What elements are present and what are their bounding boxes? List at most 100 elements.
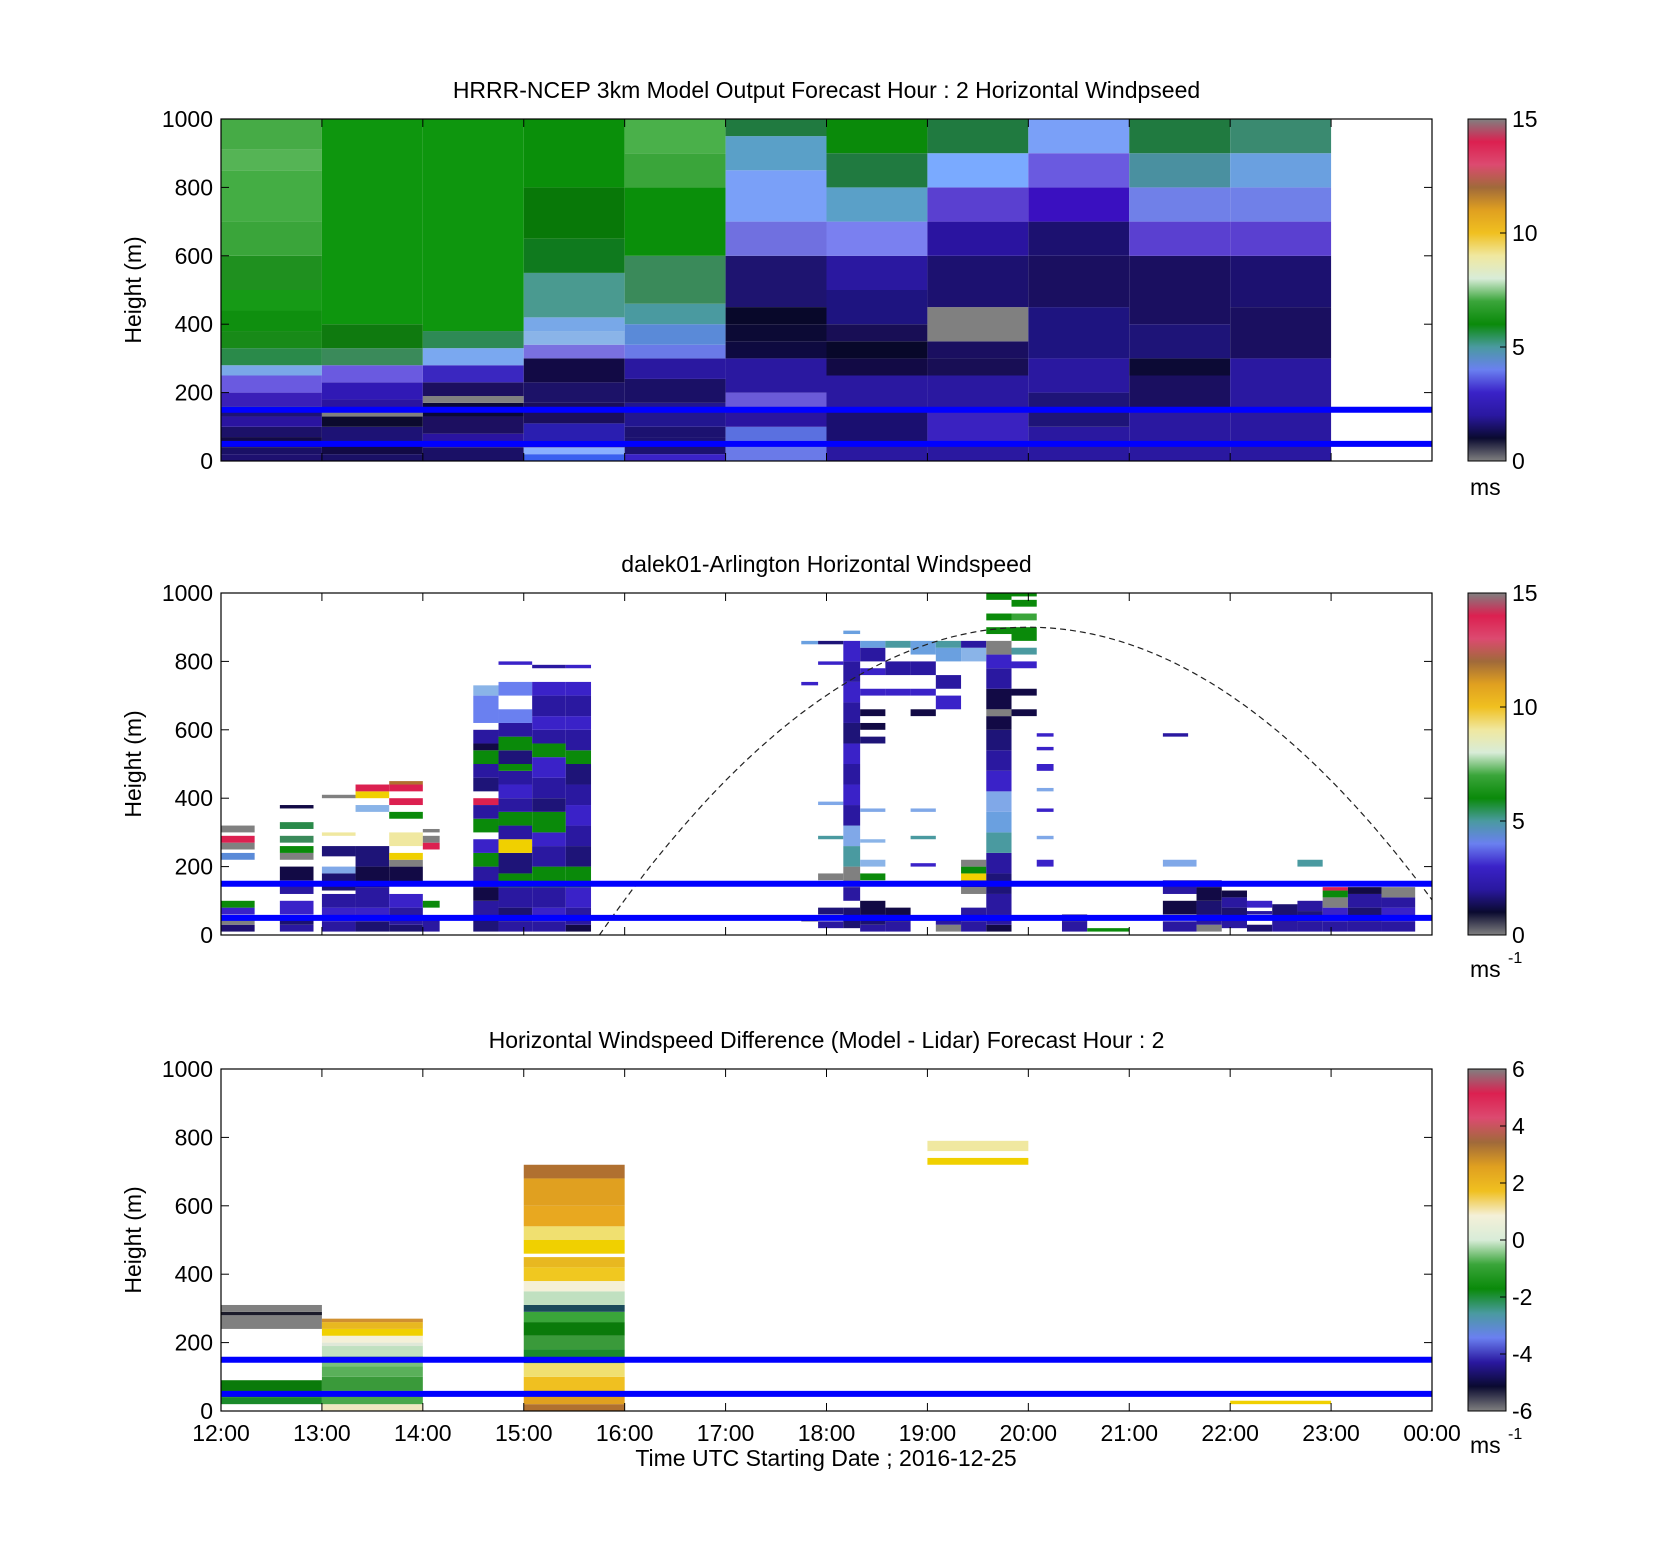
heatmap-cell <box>843 681 861 703</box>
heatmap-cell <box>473 685 499 696</box>
heatmap-cell <box>523 1205 625 1227</box>
panel-title: dalek01-Arlington Horizontal Windspeed <box>621 551 1031 577</box>
heatmap-cell <box>422 348 524 366</box>
heatmap-cell <box>532 832 566 847</box>
x-tick-label: 18:00 <box>798 1420 856 1446</box>
heatmap-cell <box>221 119 322 150</box>
heatmap-cell <box>523 1267 625 1282</box>
heatmap-cell <box>221 835 255 843</box>
heatmap-cell <box>221 900 255 908</box>
heatmap-cell <box>1322 887 1348 891</box>
heatmap-cell <box>927 307 1029 342</box>
heatmap-cell <box>1028 221 1130 256</box>
heatmap-cell <box>321 921 356 932</box>
heatmap-cell <box>523 1363 625 1377</box>
heatmap-cell <box>498 661 533 665</box>
y-tick-label: 600 <box>175 243 213 269</box>
heatmap-cell <box>532 921 566 932</box>
heatmap-cell <box>624 426 726 438</box>
heatmap-cell <box>389 924 423 932</box>
heatmap-cell <box>860 709 886 717</box>
heatmap-cell <box>422 331 524 349</box>
panel-title: Horizontal Windspeed Difference (Model -… <box>489 1027 1165 1053</box>
heatmap-cell <box>279 917 314 925</box>
y-tick-label: 800 <box>175 174 213 200</box>
heatmap-cell <box>422 842 440 850</box>
heatmap-cell <box>523 344 625 359</box>
heatmap-cell <box>624 187 726 256</box>
heatmap-cell <box>523 1322 625 1336</box>
heatmap-cell <box>826 290 928 325</box>
heatmap-cell <box>523 331 625 345</box>
heatmap-cell <box>221 924 255 932</box>
heatmap-cell <box>986 654 1012 669</box>
heatmap-cell <box>422 917 440 932</box>
heatmap-cell <box>885 640 911 648</box>
heatmap-cell <box>818 835 844 840</box>
heatmap-cell <box>1129 443 1231 461</box>
y-tick-label: 400 <box>175 785 213 811</box>
heatmap-cell <box>910 661 936 676</box>
heatmap-cell <box>843 805 861 826</box>
heatmap-cell <box>523 447 625 455</box>
heatmap-cell <box>221 426 322 438</box>
heatmap-cell <box>910 688 936 696</box>
colorbar-tick-label: 6 <box>1512 1056 1525 1082</box>
heatmap-cell <box>321 1342 423 1347</box>
heatmap-cell <box>986 750 1012 771</box>
heatmap-cell <box>961 859 987 867</box>
heatmap-cell <box>935 647 962 662</box>
heatmap-cell <box>1087 928 1130 932</box>
heatmap-cell <box>1011 647 1037 655</box>
colorbar-unit-exponent: -1 <box>1508 950 1522 967</box>
heatmap-cell <box>1230 1400 1332 1405</box>
y-tick-label: 0 <box>200 922 213 948</box>
heatmap-cell <box>1272 917 1298 932</box>
heatmap-cell <box>389 781 423 785</box>
heatmap-cell <box>1347 921 1382 932</box>
heatmap-cell <box>532 743 566 758</box>
heatmap-cell <box>279 805 314 809</box>
y-axis-label: Height (m) <box>120 1186 146 1293</box>
heatmap-cell <box>1230 443 1332 461</box>
heatmap-cell <box>961 921 987 932</box>
heatmap-cell <box>523 1335 625 1350</box>
heatmap-cell <box>389 859 423 867</box>
heatmap-cell <box>1028 187 1130 222</box>
heatmap-cell <box>532 681 566 696</box>
heatmap-cell <box>221 149 322 171</box>
heatmap-cell <box>801 681 819 686</box>
heatmap-cell <box>1129 409 1231 444</box>
colorbar-unit: ms <box>1470 956 1501 982</box>
heatmap-cell <box>986 668 1012 689</box>
heatmap-cell <box>565 750 592 764</box>
heatmap-cell <box>221 1311 322 1316</box>
colorbar-tick-label: 0 <box>1512 922 1525 948</box>
heatmap-cell <box>843 887 861 901</box>
heatmap-cell <box>279 852 314 860</box>
heatmap-cell <box>725 409 827 427</box>
heatmap-cell <box>221 170 322 222</box>
heatmap-cell <box>422 900 440 908</box>
heatmap-cell <box>523 382 625 403</box>
colorbar-tick-label: -6 <box>1512 1398 1532 1424</box>
heatmap-cell <box>473 729 499 744</box>
heatmap-cell <box>986 613 1012 621</box>
heatmap-cell <box>927 409 1029 444</box>
colorbar-tick-label: 5 <box>1512 808 1525 834</box>
heatmap-cell <box>279 866 314 881</box>
heatmap-cell <box>927 187 1029 222</box>
heatmap-cell <box>843 661 861 682</box>
y-tick-label: 800 <box>175 648 213 674</box>
heatmap-cell <box>498 770 533 785</box>
heatmap-cell <box>1297 921 1323 932</box>
heatmap-cell <box>221 290 322 311</box>
heatmap-cell <box>1297 900 1323 912</box>
heatmap-cell <box>1196 900 1222 915</box>
heatmap-cell <box>818 907 844 915</box>
heatmap-cell <box>818 661 844 665</box>
colorbar-unit: ms <box>1470 1432 1501 1458</box>
heatmap-cell <box>1347 887 1382 894</box>
heatmap-cell <box>1028 255 1130 308</box>
heatmap-cell <box>498 681 533 696</box>
